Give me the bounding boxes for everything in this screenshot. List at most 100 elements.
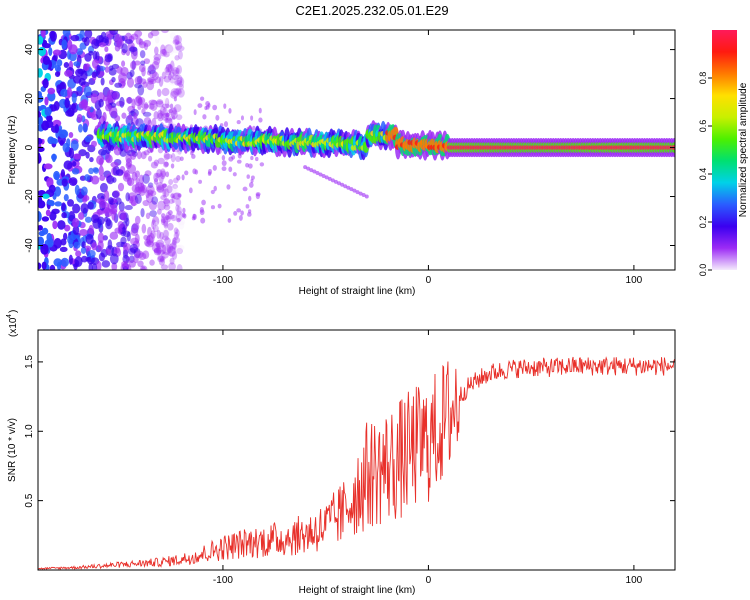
heatmap-cell <box>178 50 183 60</box>
heatmap-cell <box>160 264 169 270</box>
heatmap-cell <box>172 236 181 244</box>
heatmap-cell <box>88 262 93 270</box>
heatmap-cell <box>210 205 216 210</box>
heatmap-cell <box>248 195 252 202</box>
y-tick-label: 1.5 <box>24 355 35 369</box>
heatmap-cell <box>63 160 73 170</box>
heatmap-cell <box>66 86 72 98</box>
heatmap-cell <box>169 242 177 251</box>
heatmap-cell <box>155 182 164 191</box>
heatmap-cell <box>238 214 243 221</box>
heatmap-cell <box>130 151 137 160</box>
heatmap-cell <box>139 50 146 59</box>
heatmap-cell <box>133 112 138 119</box>
heatmap-cell <box>63 232 68 241</box>
heatmap-cell <box>76 113 83 123</box>
heatmap-cell <box>145 240 155 248</box>
heatmap-cell <box>42 78 49 89</box>
heatmap-cell <box>333 179 338 184</box>
heatmap-cell <box>166 185 173 194</box>
heatmap-cell <box>48 47 53 56</box>
heatmap-cell <box>173 104 182 113</box>
heatmap-cell <box>147 226 152 237</box>
heatmap-cell <box>361 193 366 198</box>
heatmap-cell <box>53 238 62 249</box>
heatmap-cell <box>38 196 43 205</box>
heatmap-cell <box>110 161 119 168</box>
heatmap-cell <box>177 88 185 98</box>
heatmap-cell <box>138 41 147 49</box>
heatmap-cell <box>306 166 311 171</box>
heatmap-cell <box>153 221 159 231</box>
heatmap-cell <box>48 184 56 193</box>
colorbar-tick-label: 0.0 <box>698 264 708 277</box>
heatmap-cell <box>142 173 150 184</box>
snr-scale-label: (x10 4 ) <box>6 310 19 337</box>
heatmap-cell <box>164 44 174 54</box>
heatmap-cell <box>145 193 154 204</box>
heatmap-cell <box>91 38 100 50</box>
heatmap-cell <box>172 106 177 115</box>
heatmap-cell <box>248 181 254 188</box>
heatmap-cell <box>96 155 105 165</box>
heatmap-cell <box>143 39 152 47</box>
heatmap-cell <box>312 169 317 174</box>
heatmap-cell <box>68 177 78 186</box>
heatmap-cell <box>42 193 50 199</box>
heatmap-cell <box>68 51 77 62</box>
heatmap-cell <box>171 69 178 75</box>
snr-scale-close: ) <box>8 310 19 313</box>
heatmap-cell <box>68 254 73 265</box>
heatmap-cell <box>126 177 135 187</box>
heatmap-cell <box>145 185 155 195</box>
heatmap-cell <box>131 98 136 109</box>
heatmap-cell <box>143 42 149 51</box>
heatmap-cell <box>164 97 170 109</box>
heatmap-cell <box>130 200 137 207</box>
heatmap-cell <box>68 147 75 159</box>
heatmap-cell <box>105 152 111 163</box>
heatmap-cell <box>164 112 170 118</box>
heatmap-cell <box>154 46 159 55</box>
heatmap-cell <box>118 201 125 212</box>
snr-frame <box>37 329 676 571</box>
heatmap-cell <box>106 217 111 227</box>
heatmap-cell <box>44 107 52 117</box>
heatmap-cell <box>146 70 152 76</box>
x-tick-label: 100 <box>626 575 643 586</box>
heatmap-cell <box>127 114 133 120</box>
heatmap-cell <box>168 246 177 258</box>
heatmap-cell <box>104 66 110 73</box>
heatmap-cell <box>246 174 250 179</box>
heatmap-cell <box>171 115 176 120</box>
heatmap-cell <box>152 181 160 188</box>
heatmap-cell <box>99 175 106 182</box>
heatmap-cell <box>38 137 43 145</box>
heatmap-cell <box>141 223 147 234</box>
heatmap-cell <box>166 243 174 254</box>
heatmap-cell <box>149 63 155 72</box>
heatmap-cell <box>143 116 152 125</box>
heatmap-cell <box>155 100 164 108</box>
heatmap-cell <box>177 193 182 198</box>
heatmap-cell <box>137 260 144 268</box>
heatmap-cell <box>47 237 54 248</box>
heatmap-cell <box>155 239 165 250</box>
heatmap-cell <box>240 115 245 121</box>
heatmap-cell <box>140 208 145 218</box>
heatmap-cell <box>84 174 91 182</box>
heatmap-cell <box>252 125 256 131</box>
heatmap-cell <box>200 217 206 224</box>
heatmap-cell <box>167 73 172 81</box>
heatmap-cell <box>134 215 141 225</box>
heatmap-cell <box>88 167 94 175</box>
heatmap-cell <box>95 108 102 120</box>
heatmap-cell <box>91 242 98 251</box>
heatmap-cell <box>202 114 207 120</box>
heatmap-cell <box>181 212 186 218</box>
heatmap-cell <box>38 211 42 222</box>
heatmap-cell <box>61 202 66 212</box>
heatmap-cell <box>161 235 170 241</box>
heatmap-cell <box>100 77 105 86</box>
